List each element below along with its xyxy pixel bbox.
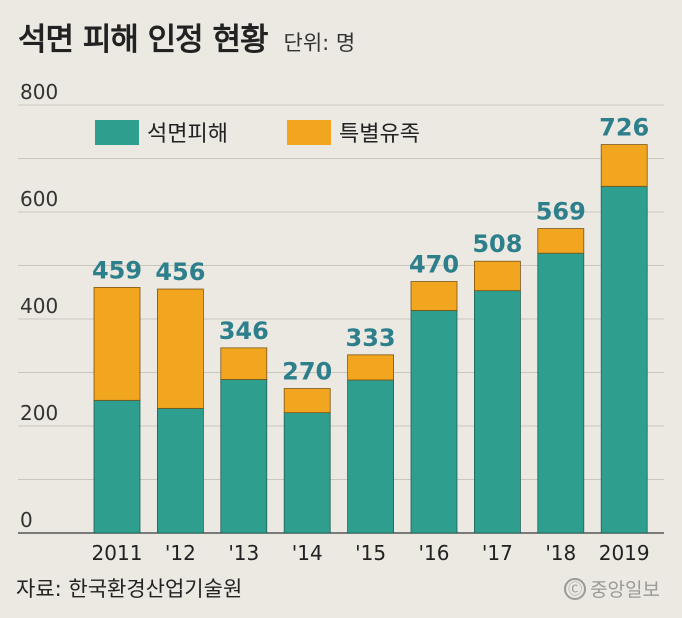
chart-title: 석면 피해 인정 현황 [18,22,269,58]
bar-asbestos [156,407,204,534]
y-tick-label: 0 [20,508,33,532]
legend-label: 특별유족 [339,122,420,147]
bar-asbestos [473,290,521,534]
data-label-total: 346 [219,317,269,345]
y-tick-label: 600 [20,187,58,211]
legend-label: 석면피해 [147,122,228,147]
bar-asbestos [537,252,585,534]
bar-bereaved [93,287,141,401]
bar-bereaved [220,347,268,380]
bar-asbestos [347,379,395,534]
bar-bereaved [156,288,204,409]
bar-asbestos [283,412,331,534]
bar-asbestos [410,310,458,534]
data-label-total: 459 [92,256,142,284]
logo-circle-icon: Ⓒ [564,577,587,600]
title-row: 석면 피해 인정 현황 단위: 명 [18,14,355,59]
data-label-total: 470 [409,251,459,279]
data-label-total: 726 [599,114,649,142]
bar-bereaved [410,281,458,311]
y-tick-label: 400 [20,294,58,318]
bar-asbestos [93,399,141,534]
bar-bereaved [473,260,521,292]
y-tick-label: 800 [20,80,58,104]
data-label-total: 333 [346,324,396,352]
x-tick-label: 2019 [599,541,650,565]
source-note: 자료: 한국환경산업기술원 [16,577,243,601]
bar-bereaved [600,144,648,187]
legend-swatch [287,120,331,145]
bar-bereaved [283,388,331,414]
bar-bereaved [537,228,585,254]
x-tick-label: '13 [228,541,259,565]
bar-asbestos [600,185,648,534]
x-tick-label: '12 [165,541,196,565]
x-tick-label: '18 [545,541,576,565]
bar-bereaved [347,354,395,381]
publisher-logo: Ⓒ 중앙일보 [564,575,660,602]
data-label-total: 456 [155,258,205,286]
unit-label: 단위: 명 [283,31,356,55]
logo-text: 중앙일보 [590,579,660,601]
x-tick-label: 2011 [92,541,143,565]
x-tick-label: '17 [482,541,513,565]
x-tick-label: '15 [355,541,386,565]
bar-asbestos [220,379,268,534]
data-label-total: 508 [472,230,522,258]
data-label-total: 569 [536,198,586,226]
y-tick-label: 200 [20,401,58,425]
legend-swatch [95,120,139,145]
data-label-total: 270 [282,358,332,386]
x-tick-label: '14 [292,541,323,565]
x-tick-label: '16 [419,541,450,565]
